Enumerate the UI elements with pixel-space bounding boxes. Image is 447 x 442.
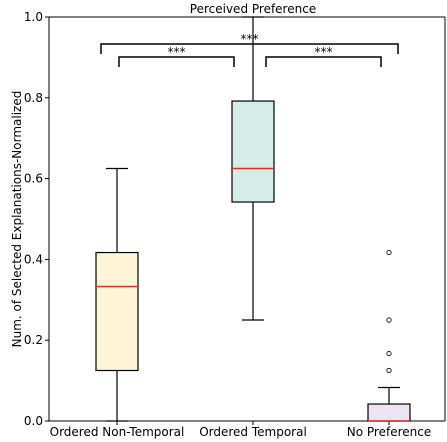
x-tick-label: Ordered Non-Temporal — [50, 425, 185, 439]
significance-label: *** — [168, 45, 186, 59]
significance-label: *** — [315, 45, 333, 59]
significance-bracket — [265, 56, 382, 67]
y-tick-label: 0.0 — [24, 414, 43, 428]
outlier-point — [386, 249, 392, 256]
x-tick-label: Ordered Temporal — [199, 425, 307, 439]
y-tick-label: 0.6 — [24, 172, 43, 186]
significance-bracket — [100, 43, 399, 54]
y-axis-title: Num. of Selected Explanations-Normalized — [10, 91, 24, 348]
y-tick-label: 1.0 — [24, 10, 43, 24]
y-tick-label: 0.8 — [24, 91, 43, 105]
y-tick-label: 0.2 — [24, 333, 43, 347]
box-1 — [95, 251, 139, 372]
y-tick-label: 0.4 — [24, 252, 43, 266]
significance-bracket — [118, 56, 235, 67]
box-3 — [367, 403, 411, 422]
outlier-point — [386, 367, 392, 374]
box-2 — [231, 100, 275, 203]
chart-title: Perceived Preference — [190, 2, 316, 16]
outlier-point — [386, 350, 392, 357]
plot-area: 0.0 0.2 0.4 0.6 0.8 1.0 Ordered Non-Temporal Or… — [24, 10, 446, 439]
significance-label: *** — [241, 32, 259, 46]
outlier-point — [386, 317, 392, 323]
x-tick-label: No Preference — [347, 425, 431, 439]
